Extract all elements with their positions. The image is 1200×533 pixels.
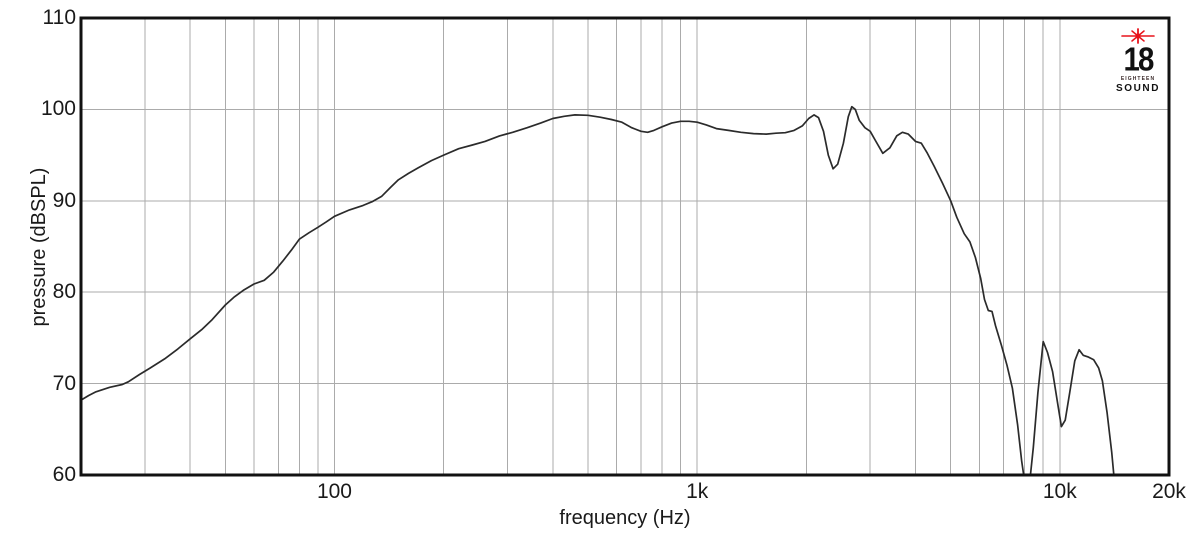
y-axis-title: pressure (dBSPL)	[28, 167, 50, 327]
x-tick-label: 10k	[1042, 480, 1077, 503]
x-tick-label: 1k	[686, 480, 709, 503]
y-tick-label: 90	[52, 188, 76, 212]
response-curve	[80, 105, 1115, 476]
eighteen-sound-logo: 18 EIGHTEEN SOUND	[1110, 28, 1166, 94]
star-center	[1135, 33, 1141, 39]
star-icon	[1121, 28, 1155, 44]
logo-sound-text: SOUND	[1115, 83, 1161, 94]
y-tick-label: 70	[52, 371, 76, 395]
x-tick-label: 100	[316, 480, 352, 503]
y-tick-label: 60	[52, 463, 76, 486]
y-tick-label: 100	[40, 97, 76, 121]
x-tick-label: 20k	[1152, 480, 1186, 503]
logo-eighteen-text: EIGHTEEN	[1120, 76, 1156, 82]
y-tick-label: 110	[42, 6, 76, 29]
y-tick-label: 80	[52, 280, 76, 304]
logo-number: 18	[1123, 40, 1154, 78]
plot-border	[79, 16, 1171, 477]
x-axis-title: frequency (Hz)	[559, 507, 691, 529]
